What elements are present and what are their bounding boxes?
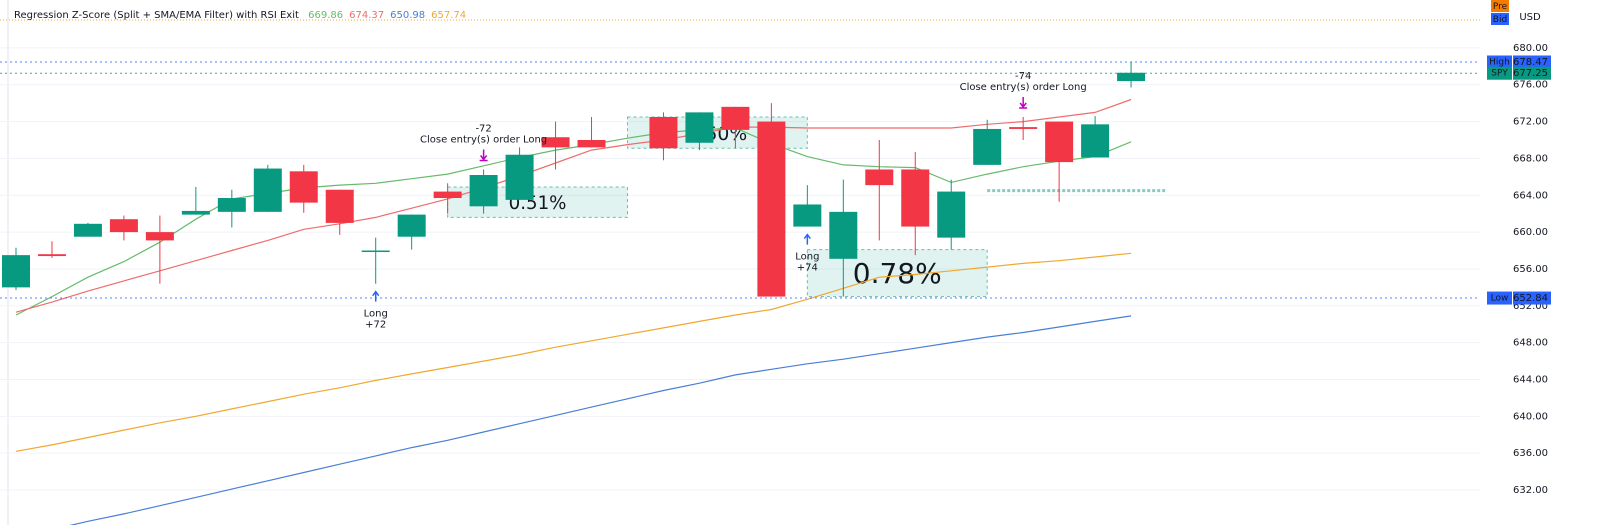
candle-body bbox=[901, 169, 930, 227]
price-tag-label: High bbox=[1489, 57, 1510, 67]
indicator-line bbox=[15, 252, 1132, 452]
price-tag-label: SPY bbox=[1491, 69, 1508, 79]
legend-value: 669.86 bbox=[308, 10, 344, 21]
signal-arrow bbox=[1019, 96, 1028, 109]
candle-body bbox=[829, 211, 858, 259]
price-tag: 678.47 bbox=[1513, 57, 1548, 68]
candle-body bbox=[649, 116, 678, 149]
y-tick-label: 640.00 bbox=[1513, 411, 1548, 422]
candle-body bbox=[361, 250, 390, 253]
price-tag-label: Low bbox=[1491, 294, 1509, 304]
signal-qty: -72 bbox=[475, 123, 491, 134]
candle-body bbox=[145, 232, 174, 241]
signal-arrow bbox=[372, 290, 380, 302]
y-tick-label: 672.00 bbox=[1513, 117, 1548, 128]
candle-body bbox=[865, 169, 894, 186]
signal-arrow bbox=[479, 149, 488, 162]
signal-arrow bbox=[803, 233, 811, 245]
candle-body bbox=[1045, 121, 1074, 163]
candle-body bbox=[253, 168, 282, 212]
y-tick-label: 660.00 bbox=[1513, 227, 1548, 238]
legend-value: 650.98 bbox=[390, 10, 426, 21]
y-tick-label: 668.00 bbox=[1513, 153, 1548, 164]
y-tick-label: 632.00 bbox=[1513, 485, 1548, 496]
indicator-line bbox=[69, 315, 1132, 525]
signal-qty: -74 bbox=[1015, 71, 1031, 82]
candle-body bbox=[937, 191, 966, 238]
signal-label: Close entry(s) order Long bbox=[960, 82, 1087, 93]
price-tag: 652.84 bbox=[1513, 293, 1548, 304]
candle-body bbox=[1081, 124, 1110, 158]
candle-body bbox=[577, 140, 606, 148]
y-tick-label: 676.00 bbox=[1513, 80, 1548, 91]
y-tick-label: 648.00 bbox=[1513, 338, 1548, 349]
candle-body bbox=[2, 255, 30, 288]
price-tag-label-bg bbox=[1487, 291, 1512, 305]
candle-body bbox=[793, 204, 822, 227]
candle-body bbox=[1117, 72, 1146, 82]
price-tag-label-bg bbox=[1487, 66, 1512, 80]
candle-body bbox=[685, 112, 714, 143]
candle-body bbox=[757, 121, 786, 297]
badge: Bid bbox=[1493, 15, 1507, 25]
price-tag-bg bbox=[1513, 55, 1551, 69]
y-tick-label: 680.00 bbox=[1513, 43, 1548, 54]
candle-body bbox=[1009, 127, 1038, 129]
indicator-line bbox=[15, 127, 1132, 316]
candle-body bbox=[37, 254, 66, 257]
legend-value: 674.37 bbox=[349, 10, 385, 21]
signal-label: Close entry(s) order Long bbox=[420, 134, 547, 145]
y-tick-label: 656.00 bbox=[1513, 264, 1548, 275]
candle-body bbox=[397, 214, 426, 237]
candle-body bbox=[217, 198, 246, 212]
candle-body bbox=[721, 106, 750, 130]
signal-qty: +72 bbox=[365, 320, 386, 331]
legend-value: 657.74 bbox=[431, 10, 467, 21]
signal-label: Long bbox=[795, 252, 819, 263]
price-tag: 677.25 bbox=[1513, 68, 1548, 79]
price-axis: 632.00 636.00 640.00 644.00 648.00 652.00 656.… bbox=[1487, 0, 1551, 496]
badge-bg bbox=[1491, 13, 1509, 25]
signal-label: Long bbox=[364, 309, 388, 320]
badge-bg bbox=[1491, 0, 1509, 12]
signal-qty: +74 bbox=[797, 263, 818, 274]
candle-body bbox=[505, 154, 534, 200]
candle-body bbox=[181, 210, 210, 215]
candle-body bbox=[973, 128, 1002, 165]
candle-body bbox=[433, 191, 462, 199]
indicator-line bbox=[15, 98, 1132, 313]
price-tag-bg bbox=[1513, 291, 1551, 305]
candle-body bbox=[469, 175, 498, 207]
legend: Regression Z-Score (Split + SMA/EMA Filt… bbox=[14, 10, 466, 21]
y-tick-label: 644.00 bbox=[1513, 374, 1548, 385]
price-tag-label-bg bbox=[1487, 55, 1512, 69]
y-tick-label: 652.00 bbox=[1513, 301, 1548, 312]
candle-body bbox=[73, 223, 102, 237]
badge: Pre bbox=[1493, 2, 1508, 12]
candle-body bbox=[109, 219, 138, 233]
y-tick-label: 636.00 bbox=[1513, 448, 1548, 459]
candle-body bbox=[289, 171, 318, 203]
candle-body bbox=[541, 137, 570, 148]
price-tag-bg bbox=[1513, 66, 1551, 80]
y-tick-label: 664.00 bbox=[1513, 190, 1548, 201]
candle-body bbox=[325, 189, 354, 223]
indicator-title: Regression Z-Score (Split + SMA/EMA Filt… bbox=[14, 10, 299, 21]
currency: USD bbox=[1519, 12, 1541, 23]
